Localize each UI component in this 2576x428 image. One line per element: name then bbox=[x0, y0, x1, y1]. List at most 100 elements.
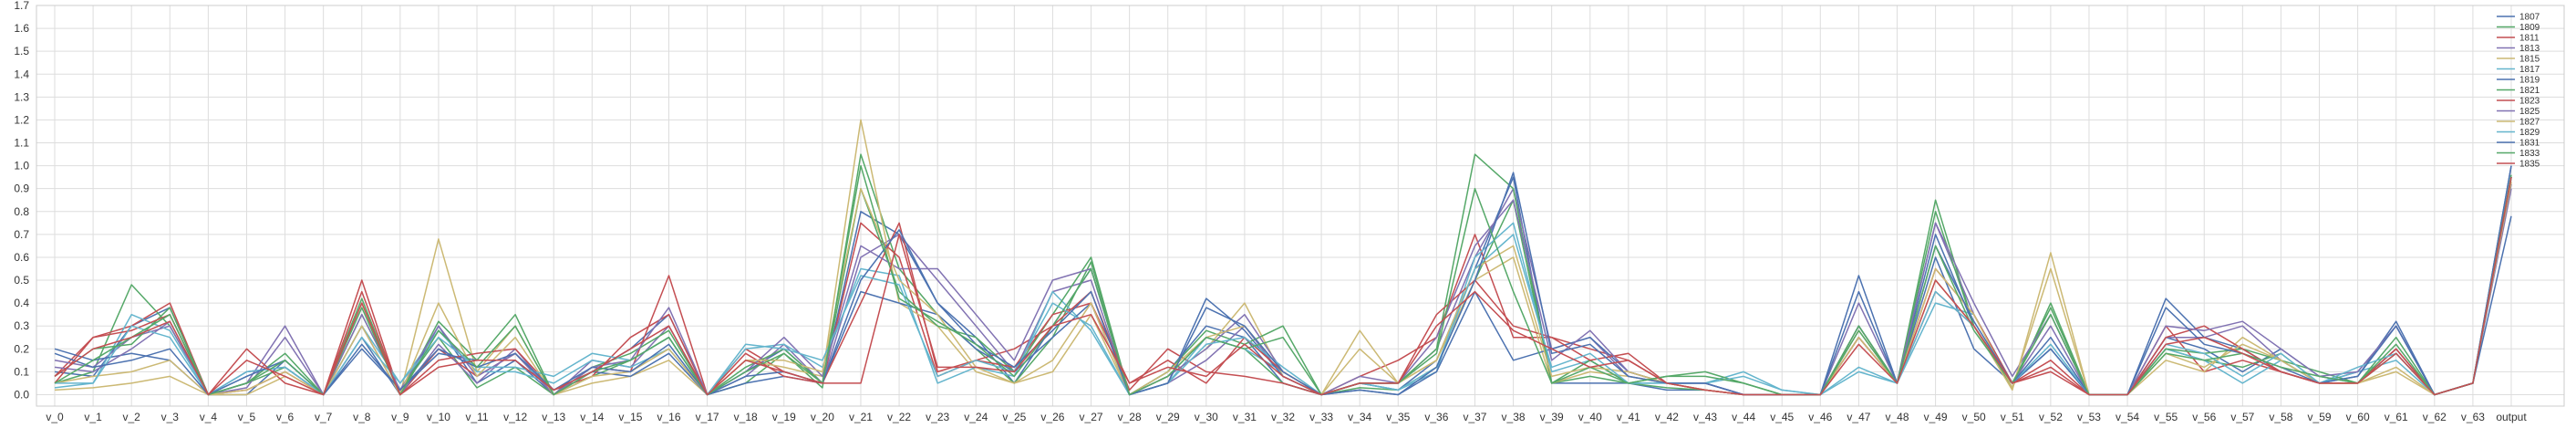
x-tick-label: v_29 bbox=[1156, 411, 1180, 423]
x-tick-label: v_45 bbox=[1770, 411, 1794, 423]
x-tick-label: v_38 bbox=[1502, 411, 1526, 423]
x-tick-label: v_62 bbox=[2423, 411, 2447, 423]
x-tick-label: v_12 bbox=[503, 411, 527, 423]
legend-label: 1823 bbox=[2519, 97, 2540, 107]
y-tick-label: 1.7 bbox=[14, 0, 29, 12]
y-tick-label: 0.7 bbox=[14, 228, 29, 241]
x-tick-label: v_37 bbox=[1463, 411, 1486, 423]
x-tick-label: v_49 bbox=[1924, 411, 1948, 423]
x-tick-label: v_13 bbox=[542, 411, 565, 423]
x-tick-label: v_43 bbox=[1693, 411, 1717, 423]
y-tick-label: 0.0 bbox=[14, 388, 29, 401]
x-tick-label: v_24 bbox=[964, 411, 988, 423]
legend: 1807180918111813181518171819182118231825… bbox=[2497, 13, 2540, 170]
x-tick-label: v_34 bbox=[1348, 411, 1371, 423]
y-tick-label: 0.5 bbox=[14, 274, 29, 287]
legend-label: 1811 bbox=[2519, 34, 2540, 44]
x-tick-label: v_27 bbox=[1080, 411, 1103, 423]
series-line-1835 bbox=[54, 176, 2512, 396]
legend-item: 1811 bbox=[2497, 34, 2540, 44]
legend-label: 1829 bbox=[2519, 128, 2540, 138]
x-tick-label: v_54 bbox=[2116, 411, 2139, 423]
legend-label: 1809 bbox=[2519, 23, 2540, 33]
plot-frame bbox=[36, 5, 2565, 407]
x-tick-label: v_3 bbox=[161, 411, 180, 423]
x-tick-label: v_21 bbox=[849, 411, 873, 423]
legend-item: 1807 bbox=[2497, 13, 2540, 23]
series-lines bbox=[54, 119, 2512, 396]
x-tick-label: v_2 bbox=[123, 411, 141, 423]
x-tick-label: v_42 bbox=[1655, 411, 1679, 423]
legend-item: 1829 bbox=[2497, 128, 2540, 138]
legend-item: 1817 bbox=[2497, 65, 2540, 75]
x-tick-label: v_6 bbox=[276, 411, 295, 423]
y-tick-label: 0.2 bbox=[14, 342, 29, 355]
x-tick-label: v_63 bbox=[2461, 411, 2485, 423]
y-tick-label: 1.3 bbox=[14, 90, 29, 103]
x-tick-label: v_17 bbox=[696, 411, 719, 423]
x-tick-label: v_52 bbox=[2039, 411, 2063, 423]
x-tick-label: v_35 bbox=[1386, 411, 1410, 423]
legend-item: 1835 bbox=[2497, 160, 2540, 170]
x-tick-label: v_32 bbox=[1271, 411, 1295, 423]
legend-item: 1833 bbox=[2497, 149, 2540, 159]
x-tick-label: v_1 bbox=[84, 411, 102, 423]
y-axis-ticks: 0.0 0.1 0.2 0.3 0.4 0.5 0.6 0.7 0.8 0.9 1.0 1.1 1.2 1… bbox=[14, 0, 29, 401]
x-tick-label: v_58 bbox=[2269, 411, 2292, 423]
x-tick-label: v_4 bbox=[200, 411, 218, 423]
x-tick-label: v_20 bbox=[811, 411, 834, 423]
y-tick-label: 1.0 bbox=[14, 160, 29, 172]
x-tick-label: v_57 bbox=[2230, 411, 2254, 423]
x-tick-label: output bbox=[2496, 411, 2527, 423]
x-tick-label: v_14 bbox=[580, 411, 604, 423]
x-tick-label: v_55 bbox=[2154, 411, 2178, 423]
x-tick-label: v_39 bbox=[1540, 411, 1564, 423]
x-tick-label: v_19 bbox=[772, 411, 796, 423]
x-tick-label: v_53 bbox=[2077, 411, 2101, 423]
x-tick-label: v_26 bbox=[1040, 411, 1064, 423]
x-tick-label: v_16 bbox=[657, 411, 680, 423]
legend-label: 1835 bbox=[2519, 160, 2540, 170]
legend-label: 1825 bbox=[2519, 107, 2540, 117]
legend-label: 1819 bbox=[2519, 76, 2540, 86]
legend-item: 1813 bbox=[2497, 44, 2540, 54]
x-tick-label: v_5 bbox=[238, 411, 256, 423]
legend-item: 1809 bbox=[2497, 23, 2540, 33]
x-tick-label: v_56 bbox=[2192, 411, 2216, 423]
x-tick-label: v_0 bbox=[46, 411, 64, 423]
x-tick-label: v_41 bbox=[1617, 411, 1640, 423]
legend-label: 1817 bbox=[2519, 65, 2540, 75]
x-tick-label: v_31 bbox=[1233, 411, 1257, 423]
x-tick-label: v_18 bbox=[734, 411, 758, 423]
x-axis-ticks: v_0 v_1 v_2 v_3 v_4 v_5 v_6 v_7 v_8 v_9 v_10 v_11 v_… bbox=[46, 411, 2527, 423]
legend-item: 1823 bbox=[2497, 97, 2540, 107]
legend-item: 1821 bbox=[2497, 86, 2540, 96]
y-tick-label: 0.1 bbox=[14, 365, 29, 378]
y-tick-label: 1.6 bbox=[14, 22, 29, 35]
x-tick-label: v_15 bbox=[618, 411, 642, 423]
y-tick-label: 0.3 bbox=[14, 319, 29, 332]
x-tick-label: v_48 bbox=[1885, 411, 1909, 423]
x-tick-label: v_46 bbox=[1808, 411, 1832, 423]
x-tick-label: v_36 bbox=[1424, 411, 1448, 423]
legend-label: 1827 bbox=[2519, 118, 2540, 128]
y-tick-label: 1.5 bbox=[14, 45, 29, 57]
x-tick-label: v_7 bbox=[315, 411, 333, 423]
legend-label: 1821 bbox=[2519, 86, 2540, 96]
legend-label: 1807 bbox=[2519, 13, 2540, 23]
x-tick-label: v_51 bbox=[2001, 411, 2024, 423]
y-tick-label: 0.9 bbox=[14, 183, 29, 195]
legend-item: 1827 bbox=[2497, 118, 2540, 128]
x-tick-label: v_30 bbox=[1195, 411, 1218, 423]
x-tick-label: v_33 bbox=[1309, 411, 1333, 423]
legend-item: 1825 bbox=[2497, 107, 2540, 117]
x-tick-label: v_8 bbox=[353, 411, 371, 423]
x-tick-label: v_10 bbox=[427, 411, 450, 423]
legend-item: 1831 bbox=[2497, 139, 2540, 149]
x-tick-label: v_59 bbox=[2308, 411, 2332, 423]
legend-label: 1813 bbox=[2519, 44, 2540, 54]
x-tick-label: v_60 bbox=[2346, 411, 2370, 423]
y-tick-label: 0.8 bbox=[14, 205, 29, 218]
x-tick-label: v_47 bbox=[1847, 411, 1870, 423]
